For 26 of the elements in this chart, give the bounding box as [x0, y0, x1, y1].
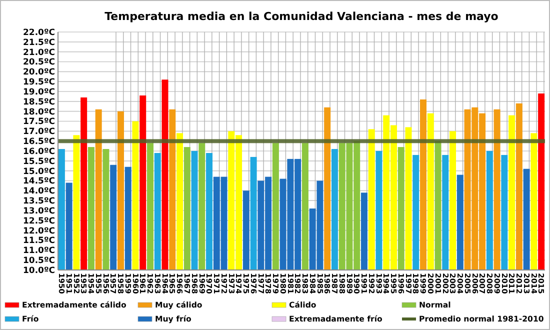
y-tick-label: 20.0ºC — [22, 68, 55, 78]
y-tick-label: 12.5ºC — [22, 216, 55, 226]
y-tick-label: 11.0ºC — [22, 246, 55, 256]
y-tick-label: 19.5ºC — [22, 78, 55, 88]
chart-title: Temperatura media en la Comunidad Valenciana - mes de mayo — [104, 10, 499, 23]
y-tick-label: 21.5ºC — [22, 38, 55, 48]
y-tick-label: 14.0ºC — [22, 186, 55, 197]
y-tick-label: 11.5ºC — [22, 236, 55, 246]
y-tick-label: 10.0ºC — [22, 266, 55, 276]
y-tick-label: 17.0ºC — [22, 127, 55, 138]
y-tick-label: 16.5ºC — [22, 137, 55, 148]
y-tick-label: 21.0ºC — [22, 48, 55, 58]
y-tick-label: 14.5ºC — [22, 176, 55, 187]
y-tick-label: 15.5ºC — [22, 156, 55, 167]
y-tick-label: 20.5ºC — [22, 58, 55, 68]
y-tick-label: 19.0ºC — [22, 87, 55, 98]
y-tick-label: 16.0ºC — [22, 146, 55, 157]
y-tick-label: 22.0ºC — [22, 28, 55, 38]
y-tick-label: 12.0ºC — [22, 226, 55, 236]
y-tick-label: 18.5ºC — [22, 97, 55, 108]
y-tick-label: 15.0ºC — [22, 166, 55, 177]
y-tick-label: 10.5ºC — [22, 256, 55, 266]
y-tick-label: 18.0ºC — [22, 107, 55, 118]
y-tick-label: 13.5ºC — [22, 196, 55, 207]
y-tick-label: 13.0ºC — [22, 206, 55, 216]
y-tick-label: 17.5ºC — [22, 117, 55, 128]
